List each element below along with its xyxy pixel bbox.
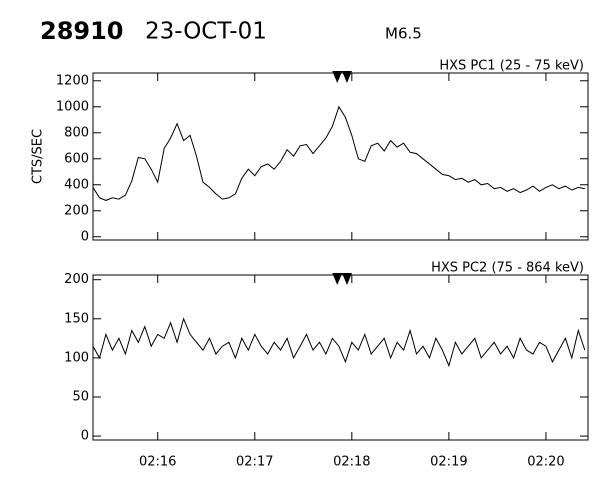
x-tick-label: 02:20 (527, 455, 564, 470)
y-tick-label: 100 (64, 350, 89, 365)
x-tick-label: 02:17 (236, 455, 273, 470)
series-label: HXS PC2 (75 - 864 keV) (431, 261, 584, 276)
event-date: 23-OCT-01 (145, 19, 267, 45)
y-tick-label: 0 (81, 429, 89, 444)
y-tick-label: 200 (64, 272, 89, 287)
series-label: HXS PC1 (25 - 75 keV) (439, 59, 584, 74)
data-line (92, 105, 585, 201)
time-marker (341, 273, 352, 285)
y-tick-label: 150 (64, 311, 89, 326)
x-tick-label: 02:18 (333, 455, 370, 470)
y-tick-label: 200 (64, 203, 89, 218)
y-tick-label: 0 (81, 229, 89, 244)
x-tick-label: 02:16 (139, 455, 176, 470)
y-axis-label: CTS/SEC (31, 129, 46, 184)
y-tick-label: 1200 (56, 73, 89, 88)
y-tick-label: 1000 (56, 99, 89, 114)
y-tick-label: 400 (64, 177, 89, 192)
time-marker (341, 71, 352, 83)
flare-class: M6.5 (385, 25, 422, 43)
y-tick-label: 50 (72, 389, 89, 404)
data-line (92, 317, 586, 368)
event-id: 28910 (40, 17, 124, 45)
x-tick-label: 02:19 (430, 455, 467, 470)
y-tick-label: 800 (64, 125, 89, 140)
time-marker (332, 273, 343, 285)
y-tick-label: 600 (64, 151, 89, 166)
time-marker (332, 71, 343, 83)
